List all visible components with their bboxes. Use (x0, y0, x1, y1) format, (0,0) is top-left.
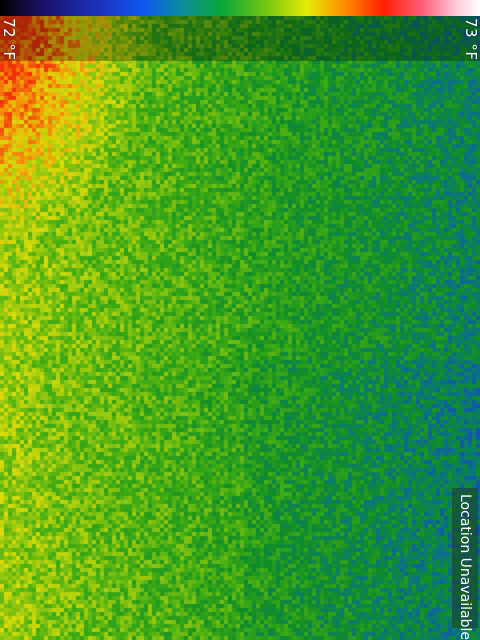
thermal-image[interactable] (0, 16, 480, 640)
max-temperature-label: 73 °F (462, 18, 480, 61)
location-status-label: Location Unavailable (452, 488, 478, 640)
color-palette-bar[interactable] (0, 0, 480, 16)
min-temperature-label: 72 °F (0, 18, 18, 61)
